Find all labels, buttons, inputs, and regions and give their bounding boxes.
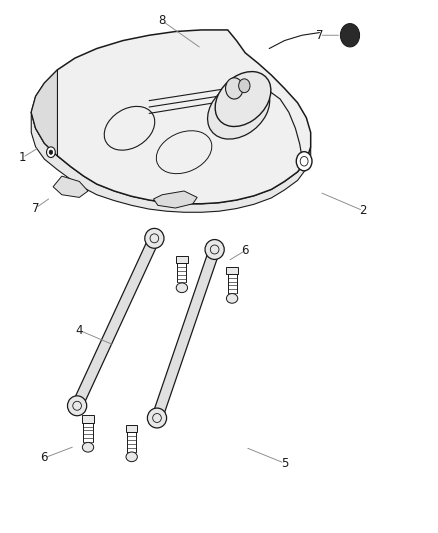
Polygon shape	[31, 112, 311, 212]
Polygon shape	[73, 235, 159, 409]
Polygon shape	[53, 176, 88, 197]
Text: 2: 2	[359, 204, 367, 217]
Polygon shape	[153, 191, 197, 208]
Text: 4: 4	[75, 324, 83, 337]
Ellipse shape	[226, 294, 238, 303]
Polygon shape	[152, 247, 219, 421]
FancyBboxPatch shape	[82, 415, 94, 423]
Text: 7: 7	[32, 201, 39, 214]
Ellipse shape	[82, 442, 94, 452]
Ellipse shape	[239, 79, 250, 93]
FancyBboxPatch shape	[126, 425, 138, 432]
Ellipse shape	[208, 80, 270, 139]
Ellipse shape	[224, 96, 253, 124]
FancyBboxPatch shape	[176, 256, 187, 263]
Ellipse shape	[215, 71, 271, 126]
Text: 6: 6	[241, 244, 249, 257]
Ellipse shape	[226, 78, 243, 99]
Ellipse shape	[49, 150, 53, 155]
Ellipse shape	[67, 396, 87, 416]
Ellipse shape	[296, 152, 312, 171]
Ellipse shape	[145, 228, 164, 248]
Ellipse shape	[176, 283, 187, 293]
Polygon shape	[31, 70, 57, 156]
Text: 8: 8	[159, 14, 166, 27]
Ellipse shape	[126, 452, 138, 462]
Polygon shape	[31, 30, 311, 204]
Ellipse shape	[148, 408, 166, 428]
Text: 5: 5	[281, 457, 288, 470]
Text: 7: 7	[316, 29, 323, 42]
Ellipse shape	[340, 23, 360, 47]
Ellipse shape	[205, 239, 224, 260]
Ellipse shape	[46, 147, 55, 158]
Text: 1: 1	[19, 151, 26, 164]
Text: 6: 6	[41, 451, 48, 464]
FancyBboxPatch shape	[226, 266, 238, 274]
